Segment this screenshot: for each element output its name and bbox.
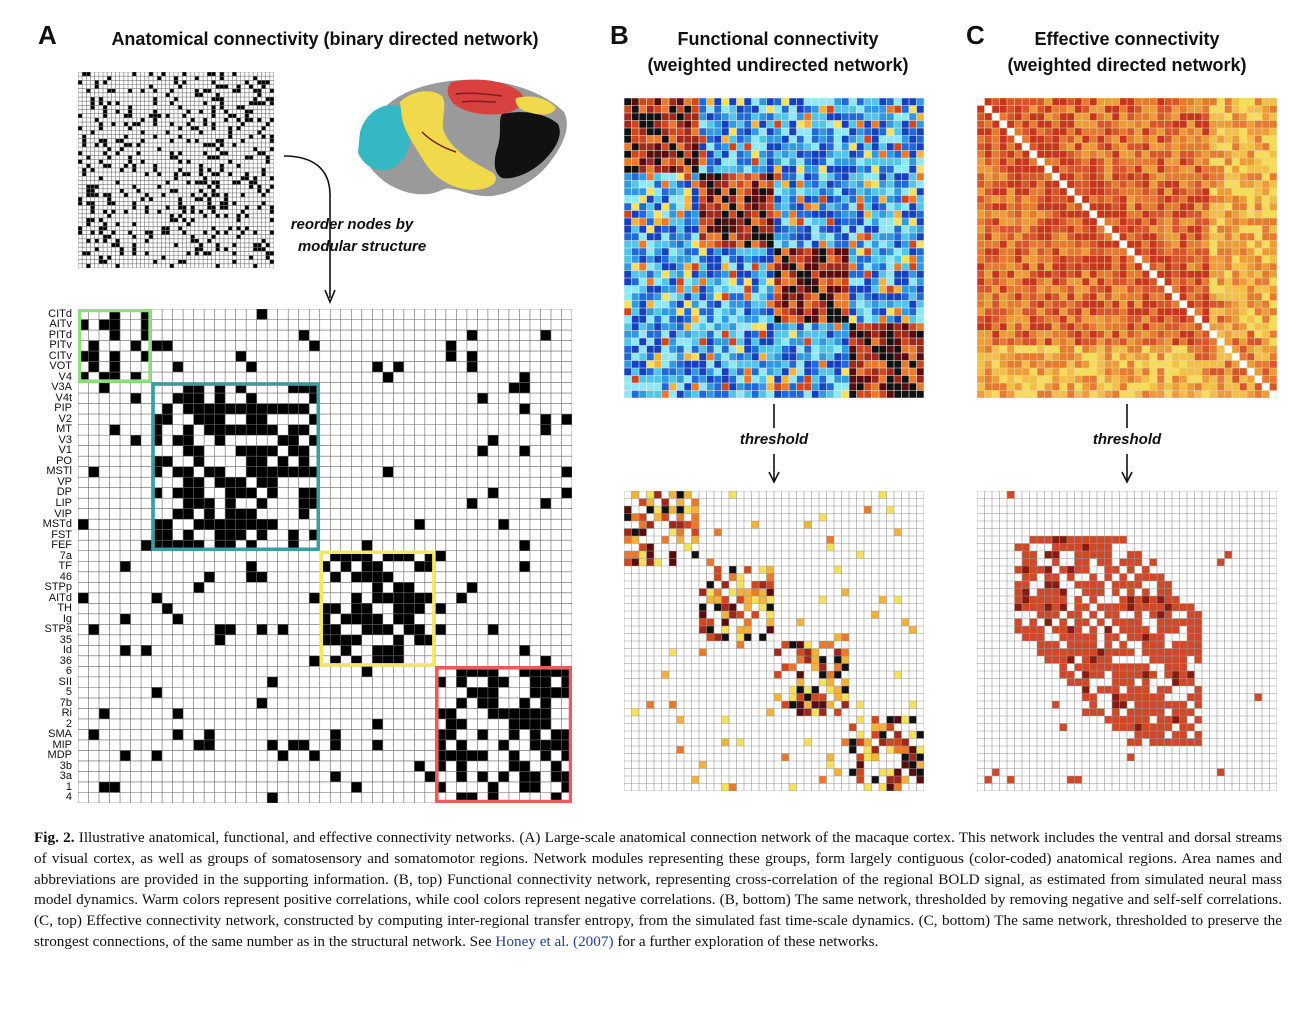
area-label: Ig (62, 612, 72, 625)
area-label: 3a (59, 770, 72, 783)
area-label: V3A (51, 381, 72, 394)
area-label: 3b (59, 759, 72, 772)
area-label: 35 (59, 633, 72, 646)
area-label: SMA (48, 728, 72, 741)
area-label: V4 (58, 370, 72, 383)
reorder-label-line2: modular structure (297, 238, 427, 255)
area-label: FEF (51, 539, 72, 551)
area-label: Id (62, 644, 72, 657)
threshold-label-b: threshold (739, 431, 809, 448)
caption-text: Illustrative anatomical, functional, and… (34, 829, 1282, 950)
panel-b-title-line1: Functional connectivity (677, 29, 879, 49)
effective-matrix-thresholded (977, 491, 1277, 791)
panel-b-title-line2: (weighted undirected network) (647, 55, 909, 75)
reorder-label-line1: reorder nodes by (290, 216, 414, 233)
reorder-arrow (283, 155, 336, 305)
area-label: TH (57, 602, 72, 615)
panel-b-letter: B (610, 20, 629, 50)
effective-matrix (977, 98, 1277, 398)
area-label: Ri (61, 707, 72, 720)
area-label: MDP (47, 749, 72, 762)
area-label: V4t (55, 391, 72, 404)
panel-c-title-line1: Effective connectivity (1034, 29, 1220, 49)
area-label: TF (58, 560, 72, 572)
module-box (151, 382, 320, 551)
threshold-arrow-b (768, 404, 780, 484)
area-label: 4 (65, 791, 72, 804)
area-label: SII (58, 675, 72, 688)
brain-cyan-region (358, 105, 412, 171)
module-box (435, 666, 572, 803)
area-label: AITd (48, 591, 72, 604)
panel-a-letter: A (38, 20, 57, 50)
area-label: PO (56, 454, 72, 467)
caption-fig-label: Fig. 2. (34, 829, 75, 846)
area-label: 7b (59, 696, 72, 709)
macaque-brain-illustration (358, 79, 567, 197)
area-label: STPa (44, 623, 72, 636)
area-label: AITv (49, 318, 72, 331)
area-label: VP (57, 475, 72, 488)
anatomical-matrix-modular (78, 309, 572, 803)
module-box (319, 550, 436, 667)
functional-matrix-thresholded (624, 491, 924, 791)
brain-yellow-region (400, 91, 496, 190)
area-label: 46 (59, 570, 72, 583)
area-label: STPp (44, 581, 72, 593)
area-label: 2 (65, 717, 72, 730)
caption-reference-link[interactable]: Honey et al. (2007) (495, 932, 614, 950)
module-box (78, 309, 152, 383)
area-label: MSTl (46, 465, 72, 478)
threshold-arrow-c (1121, 404, 1133, 484)
area-label: V1 (58, 444, 72, 457)
brain-yellow-strip (515, 96, 556, 115)
area-label: MSTd (42, 518, 72, 530)
brain-sulcus-lines (421, 92, 503, 153)
area-label: V2 (58, 412, 72, 425)
figure-caption: Fig. 2. Illustrative anatomical, functio… (34, 828, 1282, 953)
area-label: MIP (52, 738, 72, 751)
area-label: 6 (65, 665, 72, 678)
area-label: CITv (48, 349, 72, 362)
area-label: 7a (59, 549, 72, 562)
anatomical-matrix-unordered (78, 72, 274, 268)
area-label: CITd (48, 307, 72, 320)
area-label: VOT (49, 360, 72, 373)
area-label: 5 (65, 686, 72, 699)
functional-matrix (624, 98, 924, 398)
area-label: LIP (55, 496, 72, 509)
panel-a-title: Anatomical connectivity (binary directed… (111, 29, 539, 49)
brain-black-region (494, 112, 560, 179)
brain-red-region (447, 79, 523, 115)
area-label: PIP (54, 402, 72, 415)
threshold-label-c: threshold (1092, 431, 1162, 448)
area-label: 36 (59, 654, 72, 667)
area-label: FST (51, 528, 72, 541)
area-label: 1 (65, 780, 72, 793)
area-label: V3 (58, 433, 72, 446)
caption-tail: for a further exploration of these netwo… (613, 932, 879, 950)
area-label: PITv (49, 339, 72, 352)
area-label: VIP (54, 507, 72, 520)
area-label: MT (56, 423, 72, 436)
area-label: DP (56, 486, 72, 499)
area-label: PITd (48, 328, 72, 341)
panel-c-letter: C (966, 20, 985, 50)
panel-c-title-line2: (weighted directed network) (1007, 55, 1247, 75)
